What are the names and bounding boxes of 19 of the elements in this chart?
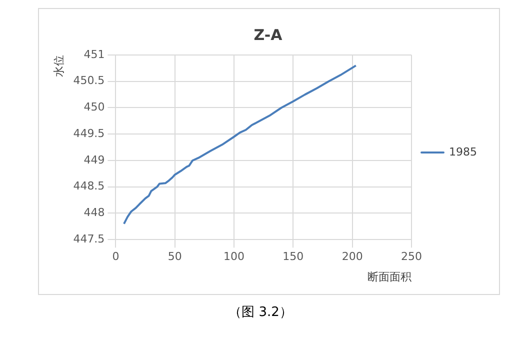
y-tick-label: 449.5	[73, 126, 105, 140]
x-tick-label: 200	[342, 250, 363, 264]
y-axis-title: 水位	[52, 55, 66, 77]
y-tick-label: 449	[84, 153, 105, 166]
x-axis-title: 断面面积	[368, 270, 412, 284]
chart-title: Z-A	[254, 26, 283, 44]
x-tick-label: 250	[401, 250, 422, 264]
y-tick-label: 448.5	[73, 180, 105, 193]
legend-label: 1985	[449, 145, 478, 158]
y-tick-label: 448	[84, 206, 105, 220]
x-tick-label: 100	[224, 250, 245, 264]
y-tick-label: 447.5	[73, 232, 105, 246]
text: （图 3.2）	[228, 304, 294, 321]
y-tick-label: 450.5	[73, 74, 105, 88]
x-tick-label: 0	[112, 250, 120, 264]
y-tick-label: 450	[84, 100, 105, 114]
x-tick-label: 50	[168, 250, 182, 264]
x-tick-label: 150	[282, 250, 304, 264]
y-tick-label: 451	[84, 48, 105, 61]
